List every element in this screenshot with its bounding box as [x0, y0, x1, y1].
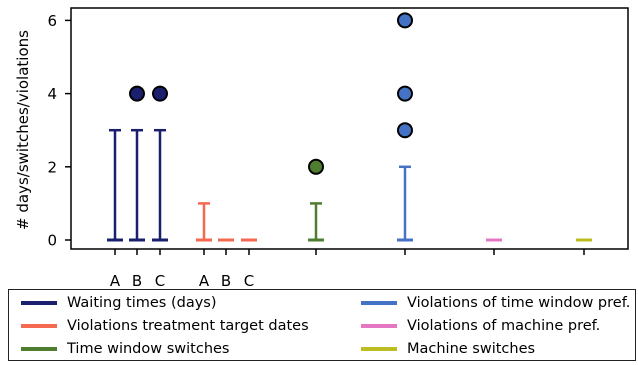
x-tick-label: A	[199, 272, 210, 290]
y-tick-label: 2	[47, 158, 57, 176]
y-tick-label: 0	[47, 232, 57, 250]
legend-label: Violations of machine pref.	[407, 318, 601, 334]
legend-label: Time window switches	[67, 341, 230, 357]
legend-item: Violations treatment target dates	[21, 316, 309, 336]
outlier-point	[397, 122, 413, 139]
legend-swatch	[361, 324, 397, 328]
x-tick-label: C	[155, 272, 165, 290]
legend-label: Waiting times (days)	[67, 295, 217, 311]
x-tick-label: B	[132, 272, 142, 290]
y-axis: 0 2 4 6	[47, 12, 71, 250]
legend-item: Machine switches	[361, 339, 535, 359]
legend-swatch	[361, 347, 397, 351]
y-tick-label: 6	[47, 12, 57, 30]
x-tick-label: A	[110, 272, 121, 290]
legend-label: Violations treatment target dates	[67, 318, 309, 334]
legend: Waiting times (days) Violations of time w…	[8, 289, 636, 361]
legend-item: Violations of time window pref.	[361, 293, 630, 313]
outlier-point	[397, 85, 413, 102]
y-axis-label: # days/switches/violations	[14, 30, 32, 230]
chart-marks	[107, 12, 592, 242]
x-tick-label: B	[221, 272, 231, 290]
legend-item: Waiting times (days)	[21, 293, 217, 313]
plot-frame	[70, 7, 629, 250]
legend-item: Time window switches	[21, 339, 229, 359]
legend-swatch	[21, 301, 57, 305]
x-tick-label: C	[244, 272, 254, 290]
legend-item: Violations of machine pref.	[361, 316, 600, 336]
legend-label: Violations of time window pref.	[407, 295, 631, 311]
legend-swatch	[361, 301, 397, 305]
outlier-point	[129, 85, 145, 102]
y-tick-label: 4	[47, 85, 57, 103]
outlier-point	[397, 12, 413, 29]
legend-swatch	[21, 324, 57, 328]
outlier-point	[152, 85, 168, 102]
outlier-point	[308, 158, 324, 175]
legend-swatch	[21, 347, 57, 351]
legend-label: Machine switches	[407, 341, 536, 357]
